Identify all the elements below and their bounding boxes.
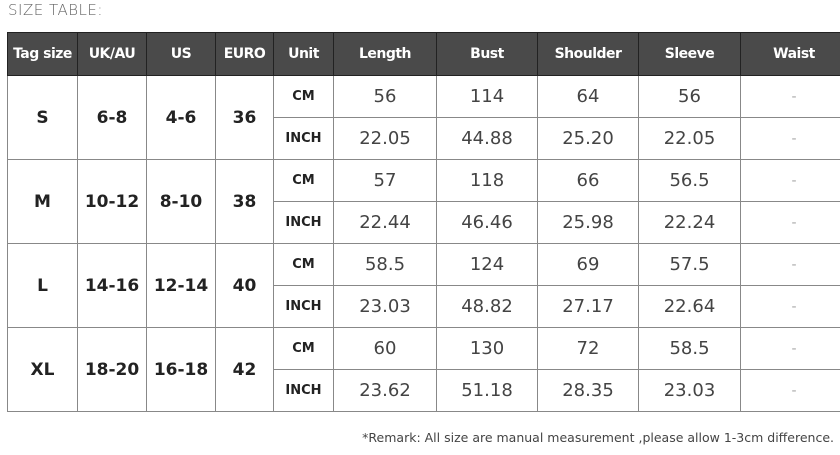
- us-cell: 4-6: [146, 75, 216, 160]
- euro-cell: 38: [215, 159, 274, 244]
- waist-cell: -: [740, 285, 840, 328]
- bust-cell: 48.82: [436, 285, 538, 328]
- tag-size-cell: S: [7, 75, 78, 160]
- sleeve-cell: 23.03: [638, 369, 741, 412]
- bust-cell: 44.88: [436, 117, 538, 160]
- shoulder-cell: 69: [537, 243, 639, 286]
- table-row: INCH 23.03 48.82 27.17 22.64-: [8, 285, 840, 328]
- unit-cell: CM: [273, 159, 334, 202]
- sleeve-cell: 22.64: [638, 285, 741, 328]
- unit-cell: CM: [273, 75, 334, 118]
- shoulder-cell: 27.17: [537, 285, 639, 328]
- table-row: S 6-8 4-6 36 CM 56 114 64 56-: [7, 75, 840, 160]
- column-header: Tag size: [7, 32, 78, 76]
- us-cell: 16-18: [146, 327, 216, 412]
- sleeve-cell: 22.24: [638, 201, 741, 244]
- uk-au-cell: 14-16: [77, 243, 147, 328]
- shoulder-cell: 28.35: [537, 369, 639, 412]
- shoulder-cell: 25.20: [537, 117, 639, 160]
- column-header: Bust: [436, 32, 538, 76]
- length-cell: 57: [333, 159, 437, 202]
- waist-cell: -: [740, 369, 840, 412]
- unit-cell: INCH: [273, 201, 334, 244]
- tag-size-cell: XL: [7, 327, 78, 412]
- waist-cell: -: [740, 117, 840, 160]
- euro-cell: 36: [215, 75, 274, 160]
- column-header: Shoulder: [537, 32, 639, 76]
- length-cell: 60: [333, 327, 437, 370]
- table-row: XL 18-20 16-18 42 CM 60 130 72 58.5-: [7, 327, 840, 412]
- column-header: US: [146, 32, 216, 76]
- sleeve-cell: 58.5: [638, 327, 741, 370]
- us-cell: 12-14: [146, 243, 216, 328]
- shoulder-cell: 25.98: [537, 201, 639, 244]
- unit-cell: INCH: [273, 369, 334, 412]
- table-row: INCH 22.44 46.46 25.98 22.24-: [8, 201, 840, 244]
- remark-note: *Remark: All size are manual measurement…: [362, 430, 834, 445]
- euro-cell: 40: [215, 243, 274, 328]
- column-header: UK/AU: [77, 32, 147, 76]
- uk-au-cell: 10-12: [77, 159, 147, 244]
- bust-cell: 114: [436, 75, 538, 118]
- bust-cell: 118: [436, 159, 538, 202]
- length-cell: 56: [333, 75, 437, 118]
- bust-cell: 51.18: [436, 369, 538, 412]
- unit-cell: CM: [273, 327, 334, 370]
- waist-cell: -: [740, 159, 840, 202]
- bust-cell: 46.46: [436, 201, 538, 244]
- sleeve-cell: 57.5: [638, 243, 741, 286]
- column-header: Waist: [740, 32, 840, 76]
- length-cell: 22.05: [333, 117, 437, 160]
- bust-cell: 124: [436, 243, 538, 286]
- waist-cell: -: [740, 327, 840, 370]
- bust-cell: 130: [436, 327, 538, 370]
- us-cell: 8-10: [146, 159, 216, 244]
- uk-au-cell: 18-20: [77, 327, 147, 412]
- sleeve-cell: 56: [638, 75, 741, 118]
- waist-cell: -: [740, 201, 840, 244]
- table-row: INCH 23.62 51.18 28.35 23.03-: [8, 369, 840, 412]
- table-row: INCH 22.05 44.88 25.20 22.05-: [8, 117, 840, 160]
- euro-cell: 42: [215, 327, 274, 412]
- sleeve-cell: 56.5: [638, 159, 741, 202]
- size-table: Tag size UK/AU US EURO Unit Length Bust Shoulde…: [7, 32, 840, 412]
- column-header: Sleeve: [638, 32, 741, 76]
- column-header: EURO: [215, 32, 274, 76]
- waist-cell: -: [740, 243, 840, 286]
- length-cell: 23.03: [333, 285, 437, 328]
- shoulder-cell: 72: [537, 327, 639, 370]
- tag-size-cell: M: [7, 159, 78, 244]
- unit-cell: INCH: [273, 285, 334, 328]
- shoulder-cell: 64: [537, 75, 639, 118]
- header-row: Tag size UK/AU US EURO Unit Length Bust Shoulde…: [7, 32, 840, 76]
- column-header: Unit: [273, 32, 334, 76]
- table-row: M 10-12 8-10 38 CM 57 118 66 56.5-: [7, 159, 840, 244]
- table-row: L 14-16 12-14 40 CM 58.5 124 69 57.5-: [7, 243, 840, 328]
- length-cell: 22.44: [333, 201, 437, 244]
- waist-cell: -: [740, 75, 840, 118]
- column-header: Length: [333, 32, 437, 76]
- unit-cell: INCH: [273, 117, 334, 160]
- sleeve-cell: 22.05: [638, 117, 741, 160]
- length-cell: 23.62: [333, 369, 437, 412]
- size-table-title: SIZE TABLE:: [8, 1, 103, 19]
- length-cell: 58.5: [333, 243, 437, 286]
- shoulder-cell: 66: [537, 159, 639, 202]
- tag-size-cell: L: [7, 243, 78, 328]
- unit-cell: CM: [273, 243, 334, 286]
- uk-au-cell: 6-8: [77, 75, 147, 160]
